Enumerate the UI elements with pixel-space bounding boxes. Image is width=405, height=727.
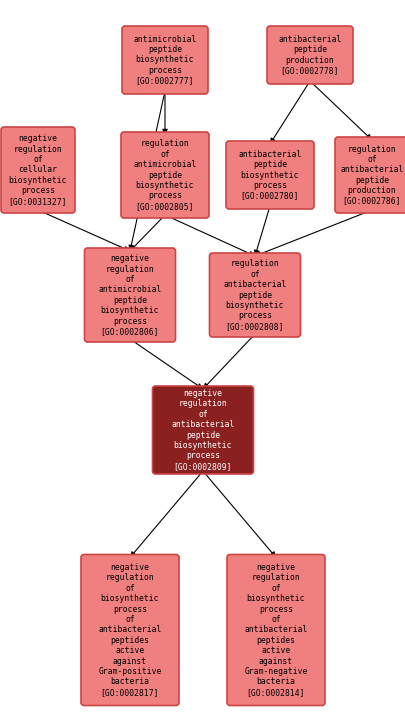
FancyBboxPatch shape — [84, 248, 175, 342]
Text: negative
regulation
of
antibacterial
peptide
biosynthetic
process
[GO:0002809]: negative regulation of antibacterial pep… — [171, 389, 234, 471]
FancyBboxPatch shape — [209, 253, 300, 337]
Text: negative
regulation
of
antimicrobial
peptide
biosynthetic
process
[GO:0002806]: negative regulation of antimicrobial pep… — [98, 254, 161, 336]
Text: regulation
of
antibacterial
peptide
production
[GO:0002786]: regulation of antibacterial peptide prod… — [339, 145, 403, 206]
FancyBboxPatch shape — [122, 26, 207, 94]
FancyBboxPatch shape — [152, 386, 253, 474]
FancyBboxPatch shape — [226, 141, 313, 209]
Text: negative
regulation
of
cellular
biosynthetic
process
[GO:0031327]: negative regulation of cellular biosynth… — [9, 134, 67, 206]
FancyBboxPatch shape — [266, 26, 352, 84]
Text: regulation
of
antibacterial
peptide
biosynthetic
process
[GO:0002808]: regulation of antibacterial peptide bios… — [223, 260, 286, 331]
FancyBboxPatch shape — [334, 137, 405, 213]
Text: antibacterial
peptide
biosynthetic
process
[GO:0002780]: antibacterial peptide biosynthetic proce… — [238, 150, 301, 201]
Text: negative
regulation
of
biosynthetic
process
of
antibacterial
peptides
active
aga: negative regulation of biosynthetic proc… — [244, 563, 307, 697]
Text: antibacterial
peptide
production
[GO:0002778]: antibacterial peptide production [GO:000… — [277, 35, 341, 75]
Text: regulation
of
antimicrobial
peptide
biosynthetic
process
[GO:0002805]: regulation of antimicrobial peptide bios… — [133, 140, 196, 211]
Text: antimicrobial
peptide
biosynthetic
process
[GO:0002777]: antimicrobial peptide biosynthetic proce… — [133, 35, 196, 85]
FancyBboxPatch shape — [1, 127, 75, 213]
FancyBboxPatch shape — [226, 555, 324, 705]
Text: negative
regulation
of
biosynthetic
process
of
antibacterial
peptides
active
aga: negative regulation of biosynthetic proc… — [98, 563, 161, 697]
FancyBboxPatch shape — [121, 132, 209, 218]
FancyBboxPatch shape — [81, 555, 179, 705]
